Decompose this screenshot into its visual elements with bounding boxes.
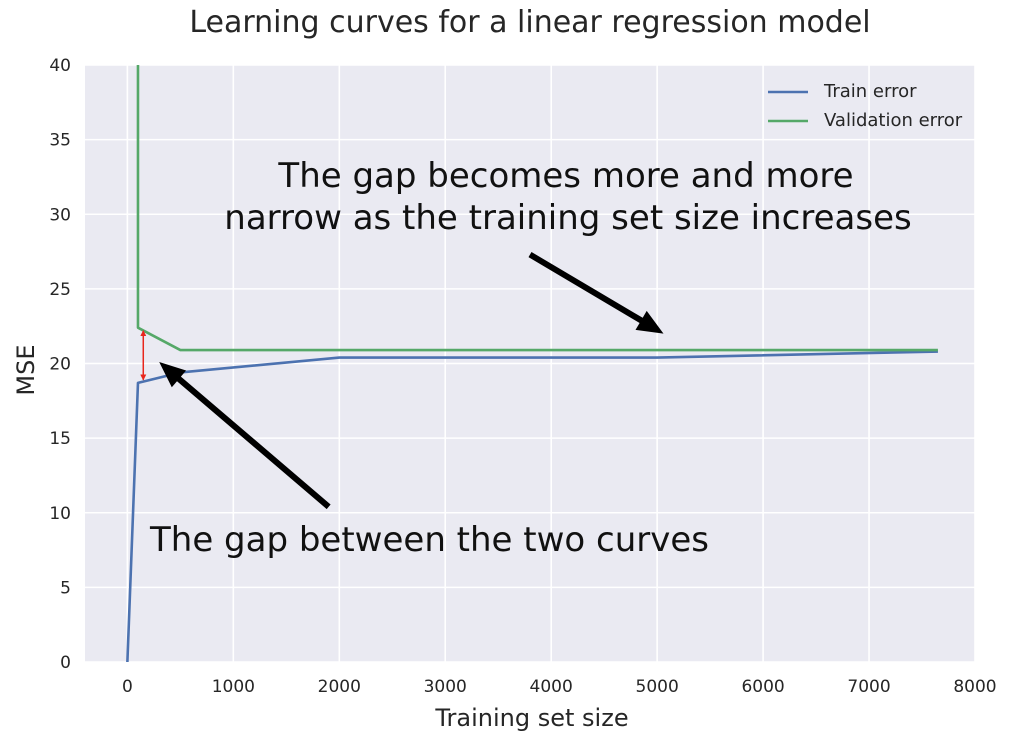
grid: [85, 64, 976, 663]
x-tick-label: 7000: [847, 677, 890, 697]
annotation-arrow-gap: [159, 362, 331, 510]
x-axis-label: Training set size: [434, 704, 628, 732]
x-tick-label: 8000: [953, 677, 996, 697]
ticks-layer: 0 1000 2000 3000 4000 5000 6000 7000 8000 0 5 10 15 2…: [49, 56, 996, 697]
y-axis-label: MSE: [12, 344, 40, 395]
annotation-gap-text: The gap between the two curves: [149, 520, 709, 560]
series-layer: [126, 65, 938, 663]
y-tick-label: 10: [49, 504, 71, 524]
annotation-arrow-narrowing: [528, 252, 664, 334]
y-tick-label: 40: [49, 56, 71, 76]
y-tick-label: 20: [49, 355, 71, 375]
train-error-line: [126, 350, 938, 663]
x-tick-label: 4000: [530, 677, 573, 697]
y-tick-label: 35: [49, 131, 71, 151]
x-tick-label: 3000: [424, 677, 467, 697]
y-tick-label: 15: [49, 429, 71, 449]
legend: Train error Validation error: [768, 81, 963, 131]
x-tick-label: 1000: [212, 677, 255, 697]
annotation-narrowing-text: narrow as the training set size increase…: [224, 198, 911, 238]
x-tick-label: 2000: [318, 677, 361, 697]
x-tick-label: 5000: [636, 677, 679, 697]
y-tick-label: 30: [49, 205, 71, 225]
validation-error-line: [136, 65, 938, 352]
y-tick-label: 5: [60, 578, 71, 598]
y-tick-label: 25: [49, 280, 71, 300]
annotation-narrowing-text: The gap becomes more and more: [277, 156, 853, 196]
y-tick-label: 0: [60, 653, 71, 673]
legend-label-validation: Validation error: [824, 110, 963, 131]
legend-label-train: Train error: [823, 81, 917, 102]
x-tick-label: 6000: [741, 677, 784, 697]
x-tick-label: 0: [122, 677, 133, 697]
chart-title: Learning curves for a linear regression …: [189, 5, 870, 40]
